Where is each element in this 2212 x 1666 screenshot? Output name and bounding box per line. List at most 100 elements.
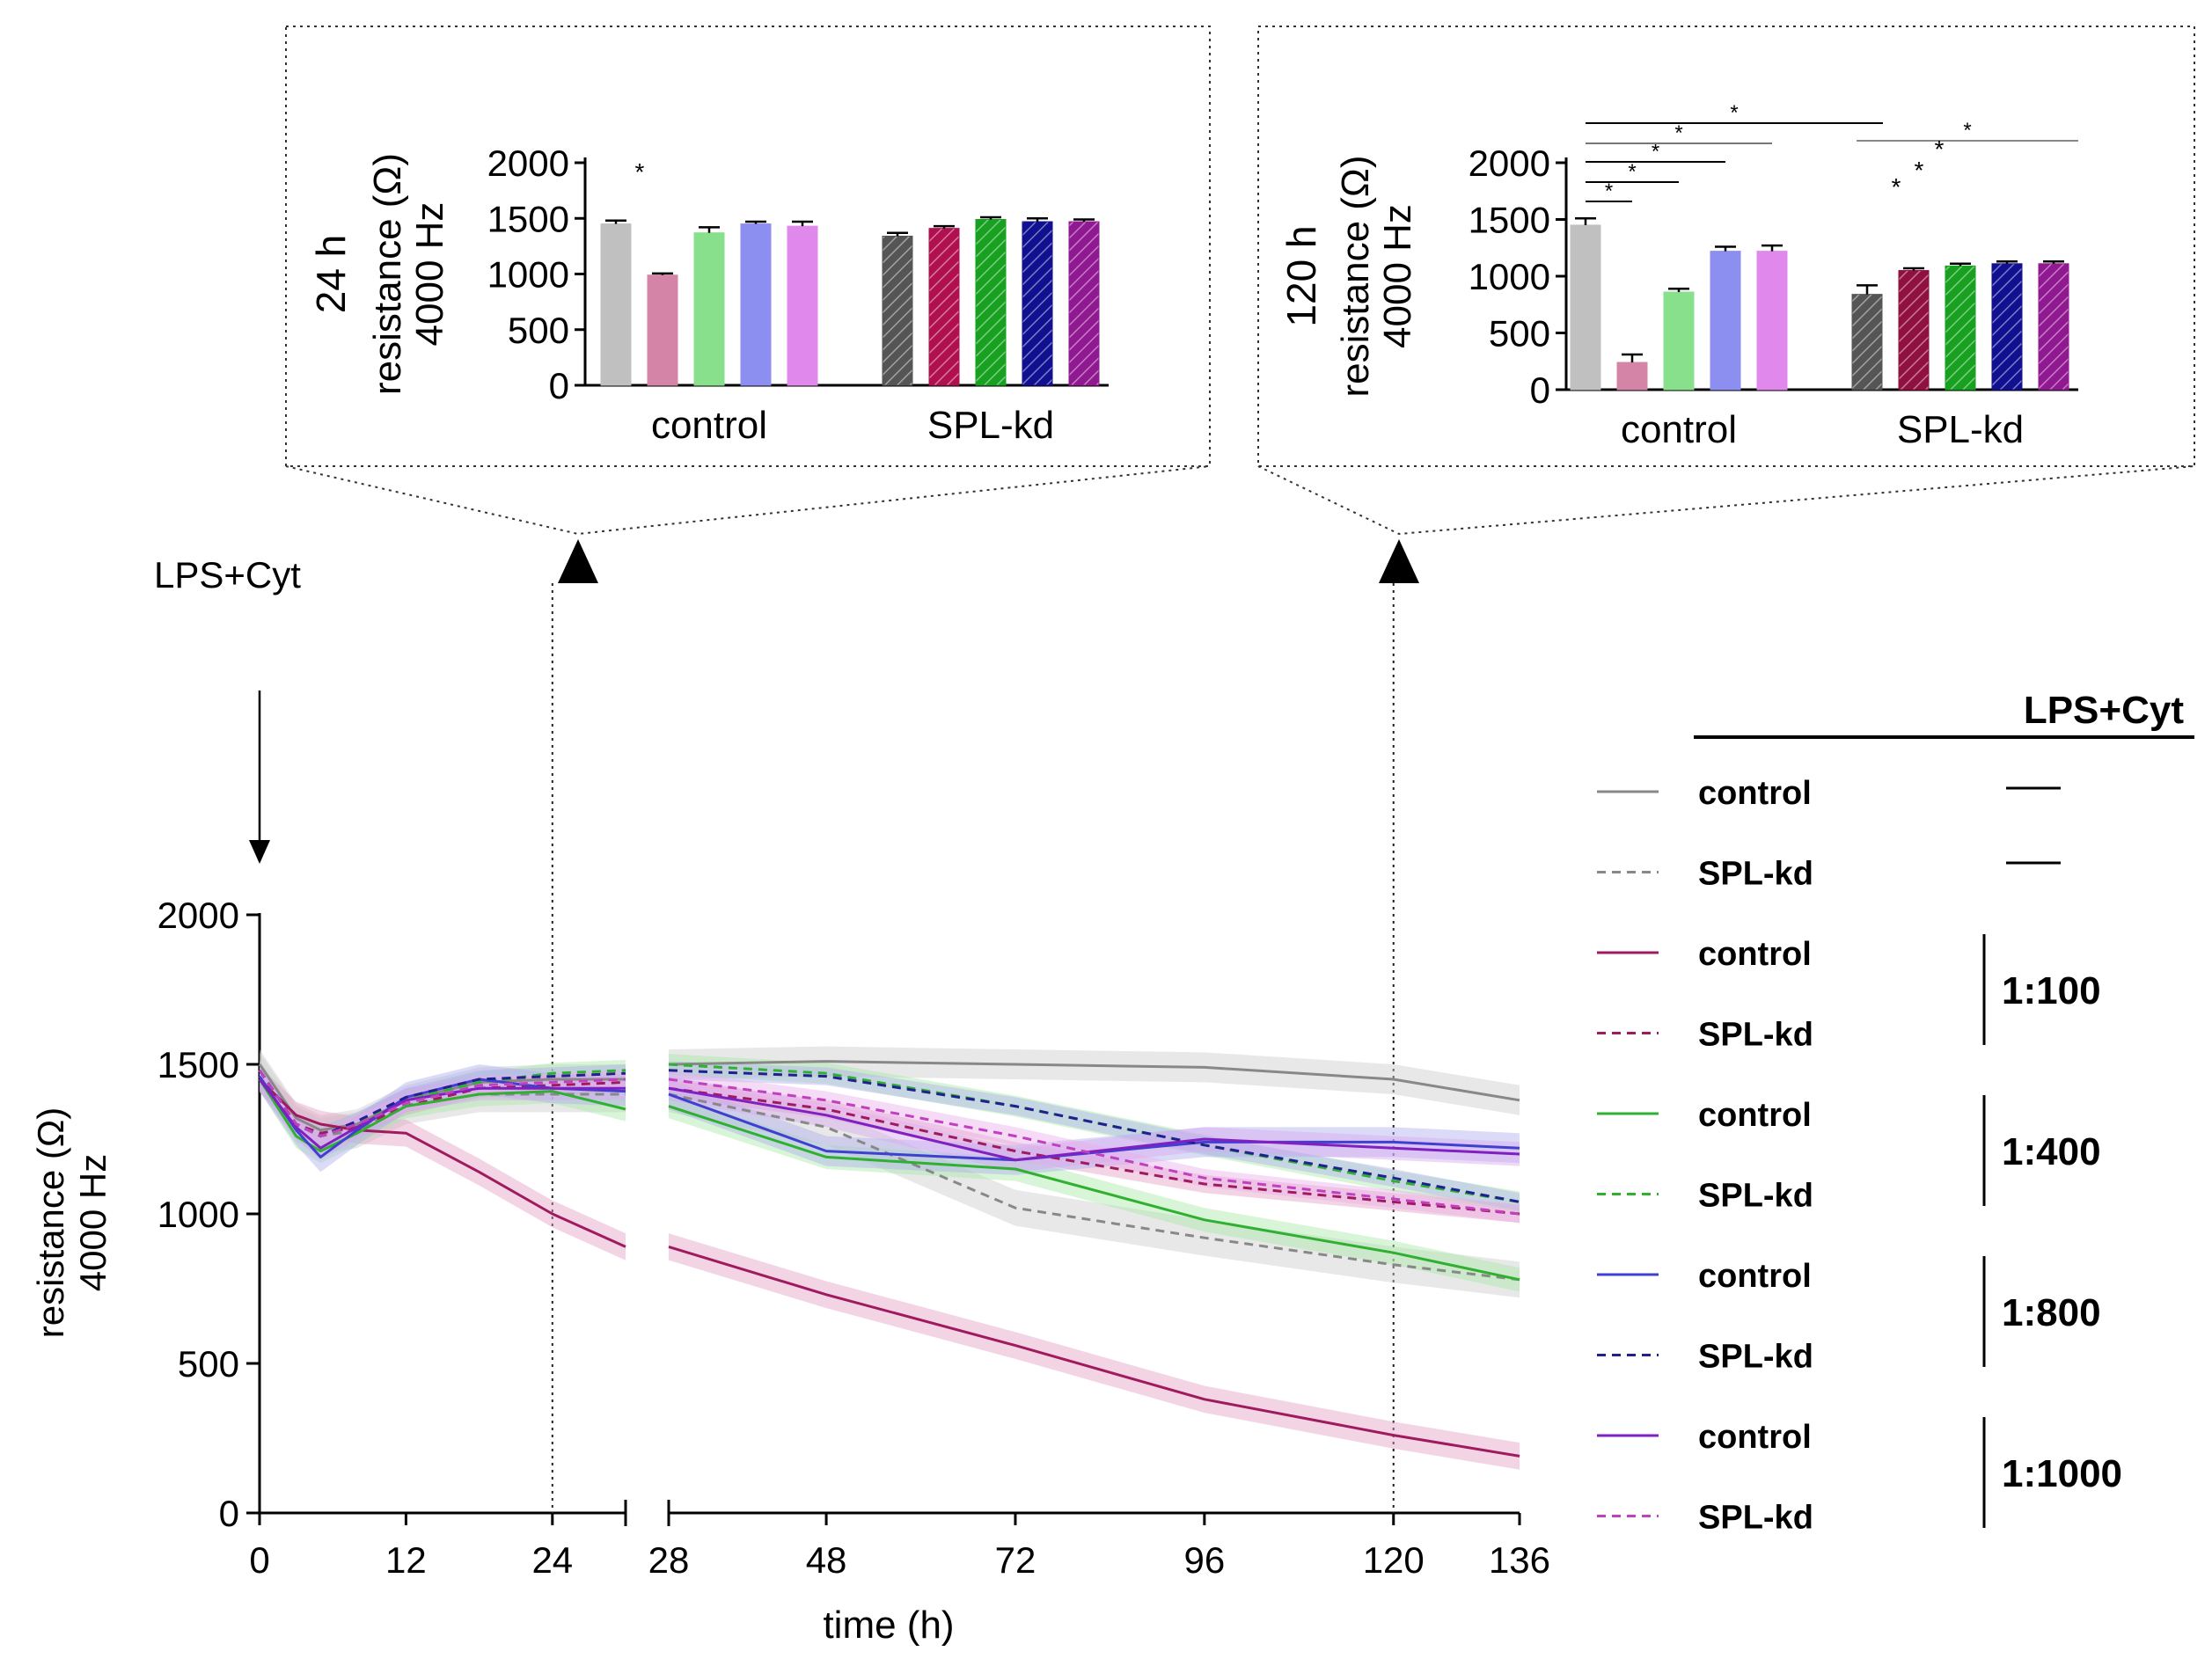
legend-dilution: 1:400 [2002, 1130, 2101, 1173]
inset-title: 24 h [308, 235, 354, 314]
y-tick-label: 0 [549, 365, 569, 406]
y-tick-label: 500 [508, 310, 569, 351]
treatment-label: LPS+Cyt [154, 554, 301, 596]
legend-label: SPL-kd [1698, 856, 1813, 893]
bar [787, 225, 818, 386]
error-band [669, 1079, 1520, 1175]
error-band [669, 1233, 1520, 1470]
error-band [260, 1049, 626, 1145]
significance-star: * [635, 158, 645, 186]
legend-label: control [1698, 936, 1812, 973]
series-line [668, 1086, 1520, 1162]
significance-star: * [1605, 179, 1613, 203]
significance-star: * [1892, 173, 1901, 201]
y-axis-label: resistance (Ω) [30, 1107, 71, 1338]
y-tick-label: 0 [1530, 369, 1550, 411]
x-tick-label: 12 [385, 1539, 427, 1581]
y-tick-label: 2000 [1469, 142, 1550, 184]
bar-chart-120h: 120 h resistance (Ω) 4000 Hz 0 500 1000 1500 20… [1278, 101, 2078, 451]
bar [1616, 362, 1648, 391]
group-label: control [1621, 408, 1737, 451]
y-axis-label: 4000 Hz [1376, 204, 1419, 348]
series-line [258, 1069, 626, 1138]
inset-box-24h [285, 26, 1211, 467]
x-axis-label: time (h) [823, 1604, 954, 1647]
x-tick-label: 0 [249, 1539, 269, 1581]
significance-star: * [1652, 140, 1659, 164]
y-tick-label: 1500 [157, 1044, 239, 1085]
bar [1898, 270, 1930, 391]
legend-label: control [1698, 1419, 1812, 1456]
y-tick-label: 1000 [157, 1194, 239, 1235]
x-tick-label: 136 [1489, 1539, 1550, 1581]
callout-24h [285, 465, 1211, 536]
x-tick-label: 28 [648, 1539, 690, 1581]
error-band [669, 1046, 1520, 1115]
y-axis-label: resistance (Ω) [1334, 156, 1377, 398]
bar [882, 235, 913, 386]
bar [1945, 265, 1976, 391]
bar [1851, 294, 1883, 391]
significance-star: * [1963, 119, 1971, 142]
error-band [669, 1054, 1520, 1213]
line-chart-main: 0 500 1000 1500 2000 0 12 24 28 48 72 96 120 136 time … [30, 554, 1550, 1647]
legend-dilution: 1:800 [2002, 1291, 2101, 1334]
bar [1991, 263, 2023, 391]
group-label: control [651, 404, 767, 447]
series-line [258, 1069, 626, 1138]
significance-star: * [1915, 157, 1924, 184]
x-tick-label: 24 [531, 1539, 573, 1581]
y-tick-label: 2000 [487, 142, 569, 184]
bar [693, 232, 725, 386]
bar [1663, 291, 1695, 391]
error-band [669, 1076, 1520, 1298]
legend-dilution: 1:100 [2002, 969, 2101, 1012]
error-band [669, 1070, 1520, 1224]
series-line [668, 1060, 1520, 1102]
bar [1570, 224, 1601, 391]
error-band [260, 1065, 626, 1260]
bar [1756, 251, 1788, 391]
bar [928, 228, 960, 386]
error-band [669, 1094, 1520, 1292]
y-tick-label: 2000 [157, 895, 239, 936]
error-band [669, 1076, 1520, 1173]
legend-label: SPL-kd [1698, 1500, 1813, 1537]
y-axis-label: 4000 Hz [408, 202, 451, 347]
group-label: SPL-kd [927, 404, 1054, 447]
y-tick-label: 500 [178, 1343, 239, 1385]
legend-label: SPL-kd [1698, 1339, 1813, 1376]
inset-box-120h [1257, 26, 2195, 467]
bar [2038, 263, 2069, 391]
bar [600, 223, 632, 386]
y-tick-label: 1000 [487, 254, 569, 296]
x-tick-label: 48 [806, 1539, 847, 1581]
error-band [260, 1061, 626, 1143]
legend-dilution: 1:1000 [2002, 1452, 2122, 1495]
bar [1068, 221, 1100, 386]
series-line [258, 1078, 626, 1248]
callout-120h [1257, 465, 2195, 536]
series-line [668, 1092, 1520, 1282]
y-axis-label: 4000 Hz [72, 1154, 114, 1291]
bar [647, 274, 678, 386]
legend: LPS+Cyt control SPL-kd control SPL-kd control… [1597, 689, 2194, 1537]
legend-header: LPS+Cyt [2024, 689, 2185, 732]
bar-chart-24h: 24 h resistance (Ω) 4000 Hz 0 500 1000 1500 200… [308, 142, 1109, 447]
series-line [668, 1063, 1520, 1203]
x-tick-label: 120 [1363, 1539, 1425, 1581]
treatment-arrowhead [249, 840, 270, 864]
x-tick-label: 72 [995, 1539, 1036, 1581]
series-line [668, 1092, 1520, 1162]
legend-label: control [1698, 1258, 1812, 1295]
legend-label: control [1698, 1097, 1812, 1134]
bar [1710, 251, 1741, 391]
y-tick-label: 1500 [1469, 200, 1550, 241]
y-tick-label: 1500 [487, 198, 569, 239]
series-line [668, 1086, 1520, 1216]
legend-label: SPL-kd [1698, 1178, 1813, 1215]
group-label: SPL-kd [1897, 408, 2024, 451]
series-line [668, 1105, 1520, 1282]
inset-title: 120 h [1278, 225, 1324, 326]
